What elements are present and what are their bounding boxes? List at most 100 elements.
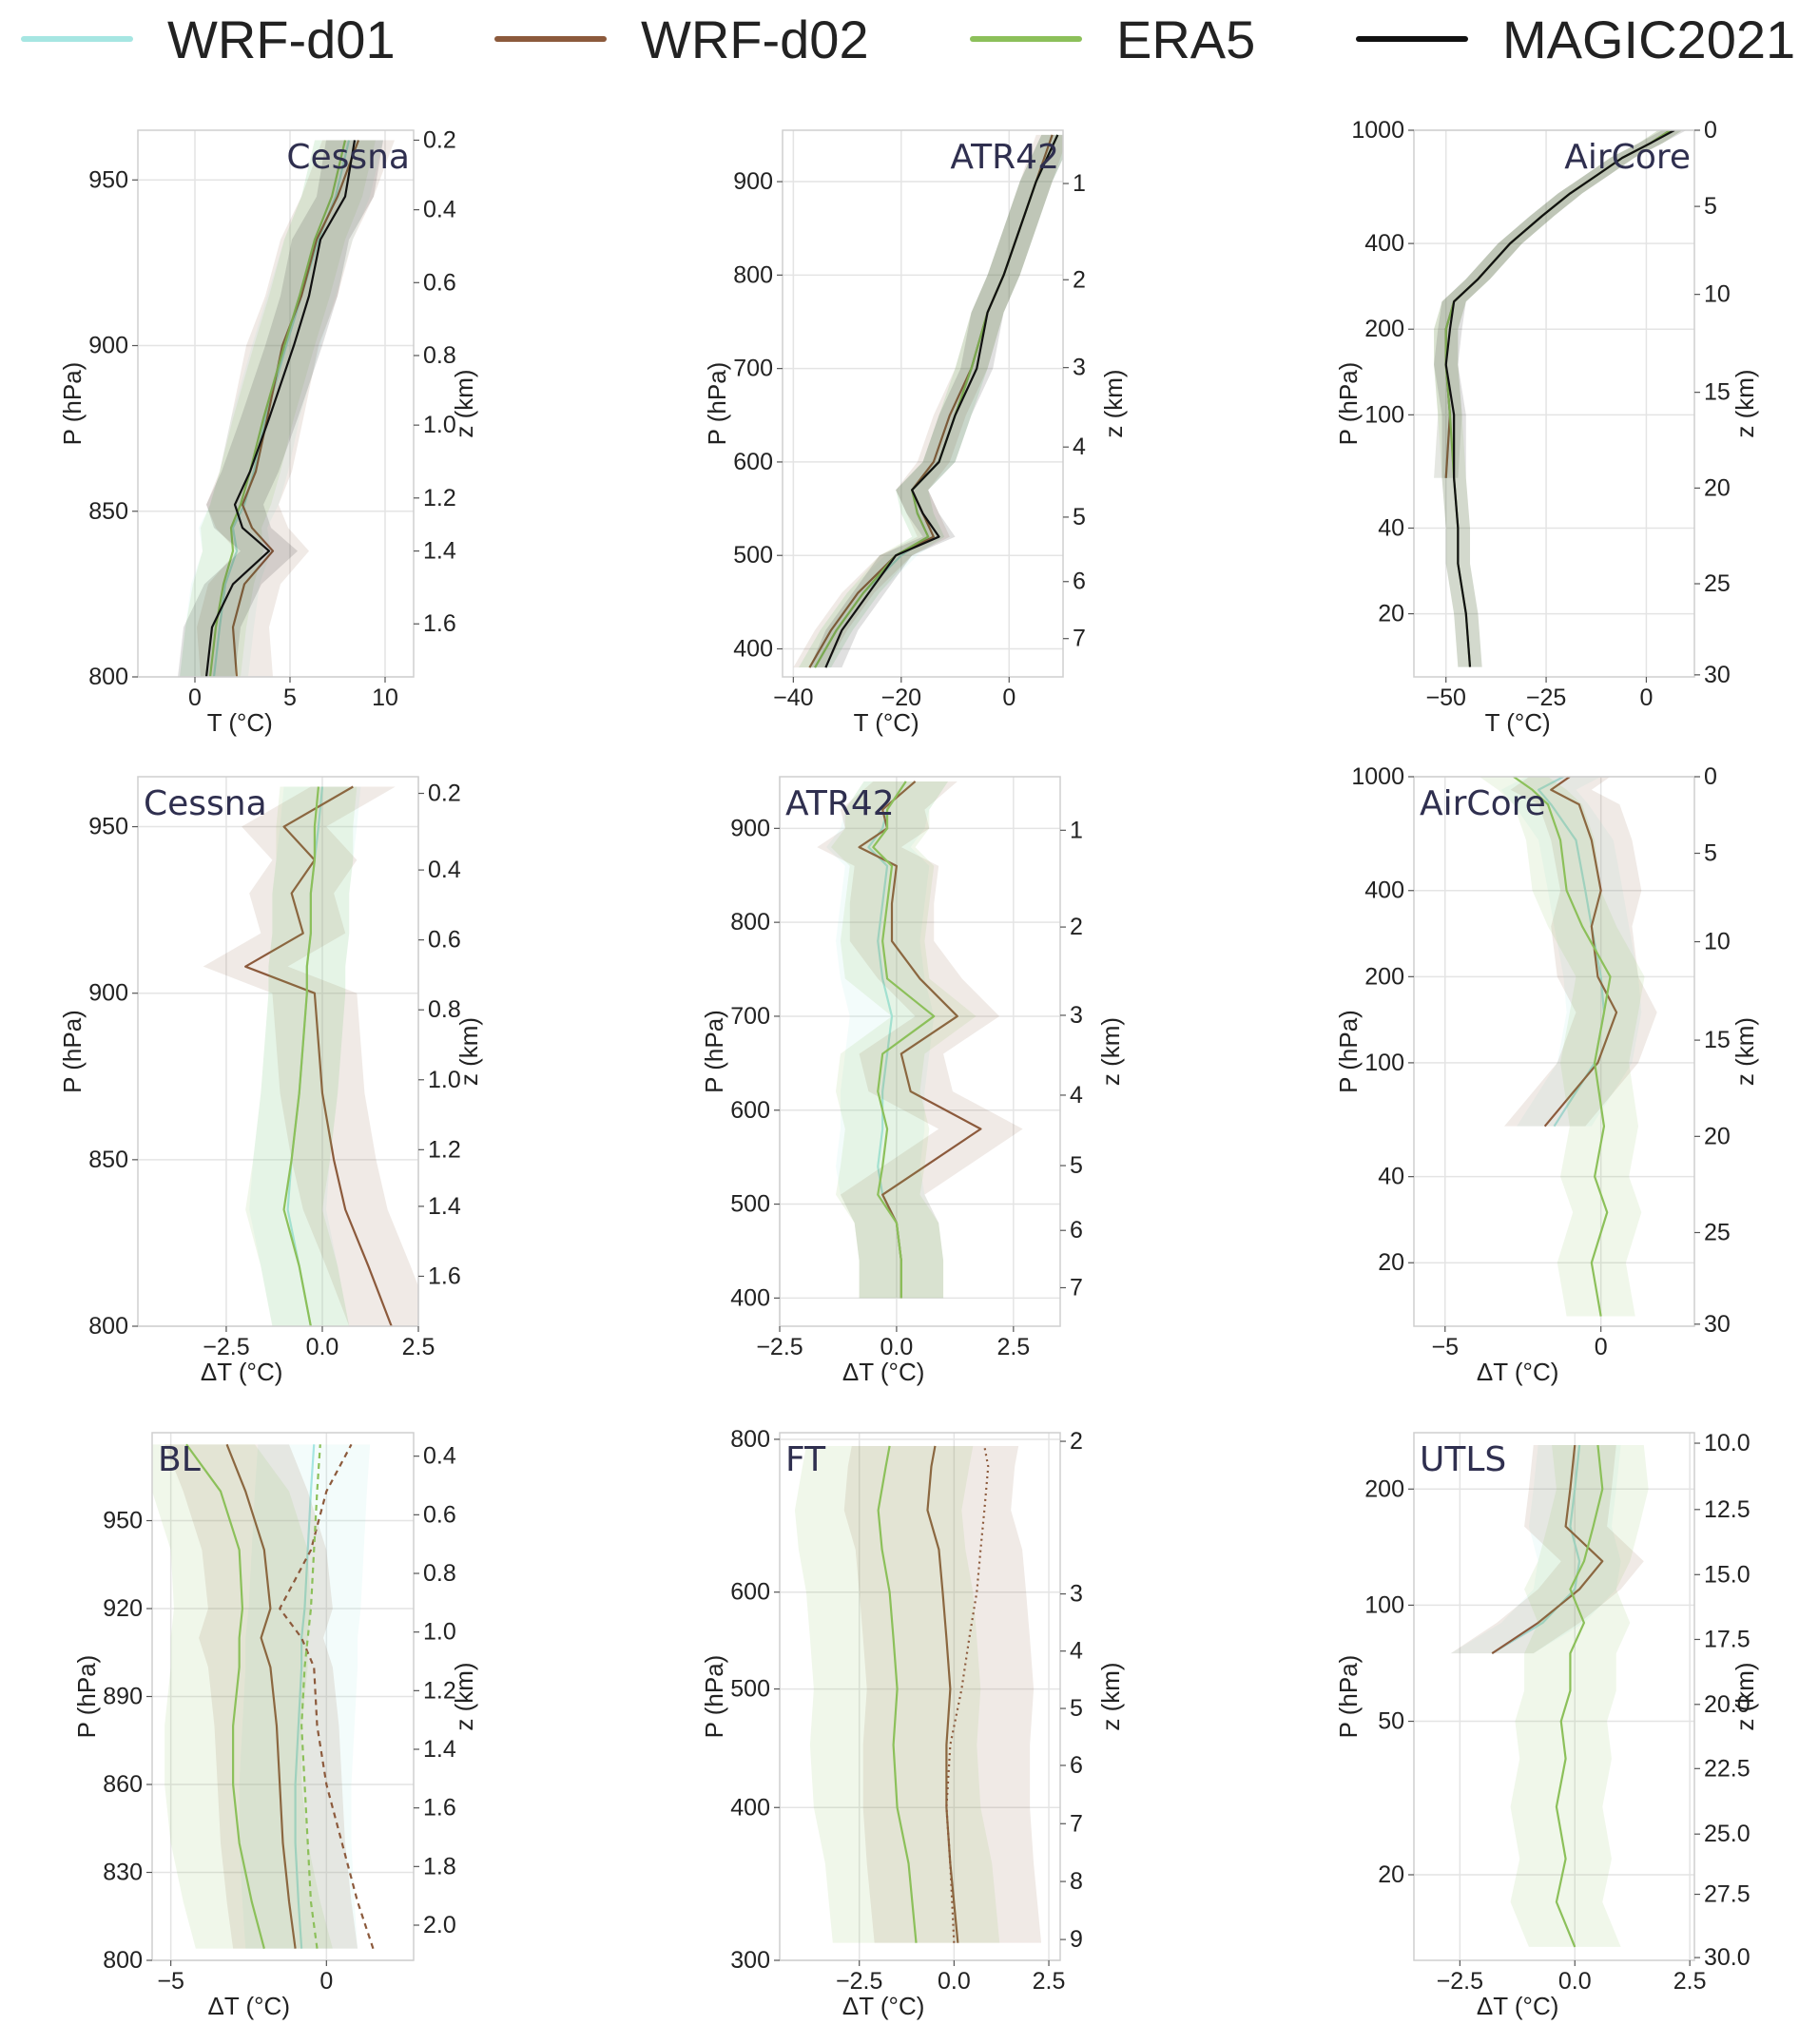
y2-tick-label: 1.6 <box>428 1263 461 1289</box>
x-tick-label: 2.5 <box>402 1334 435 1360</box>
y2-tick-label: 20.0 <box>1704 1691 1751 1718</box>
y-tick-label: 800 <box>730 1426 770 1453</box>
x-tick-label: −2.5 <box>1437 1968 1483 1995</box>
y2-tick-label: 1.6 <box>423 1795 456 1822</box>
y-tick-label: 20 <box>1378 1249 1404 1276</box>
chart-panel: 300 400 500 600 800 9 8 7 6 5 4 3 2 −2.5 0.0 2.5 ΔT (°C)… <box>700 1426 1125 2020</box>
plot-frame <box>137 776 419 1327</box>
series-band <box>152 1444 333 1949</box>
legend-label: MAGIC2021 <box>1502 9 1796 69</box>
y-tick-label: 200 <box>1364 1475 1404 1502</box>
y2-tick-label: 30 <box>1704 1311 1731 1338</box>
x-tick-label: −20 <box>881 685 921 711</box>
y-tick-label: 900 <box>730 815 770 841</box>
series-group <box>152 1443 375 1950</box>
y2-tick-label: 5 <box>1070 1695 1083 1722</box>
x-tick-label: −5 <box>1432 1334 1460 1360</box>
x-tick-label: −50 <box>1426 685 1466 711</box>
legend-item-magic2021: MAGIC2021 <box>1356 6 1795 72</box>
y-tick-label: 400 <box>730 1284 770 1311</box>
y2-tick-label: 0.4 <box>423 1443 456 1470</box>
x-tick-label: 0 <box>188 685 202 711</box>
y-tick-label: 890 <box>103 1684 143 1710</box>
y2-axis-label: z (km) <box>455 1017 483 1086</box>
series-band <box>793 134 1063 668</box>
series-band <box>197 140 395 677</box>
series-group <box>793 134 1063 668</box>
y-tick-label: 100 <box>1364 401 1404 428</box>
series-group <box>1434 130 1687 667</box>
y-tick-label: 800 <box>88 1313 128 1340</box>
x-tick-label: −2.5 <box>756 1334 803 1360</box>
y2-tick-label: 0.8 <box>423 1560 456 1587</box>
y2-tick-label: 1.0 <box>423 1619 456 1646</box>
legend-item-era5: ERA5 <box>970 6 1255 72</box>
y2-tick-label: 20 <box>1704 1123 1731 1149</box>
y2-axis-label: z (km) <box>450 1662 478 1730</box>
y2-tick-label: 0.6 <box>428 927 461 954</box>
y-tick-label: 800 <box>103 1947 143 1974</box>
legend-swatch <box>970 36 1082 42</box>
y2-tick-label: 5 <box>1704 840 1717 867</box>
x-tick-label: 0.0 <box>938 1968 971 1995</box>
series-band <box>1510 1445 1649 1947</box>
y-tick-label: 900 <box>88 333 128 359</box>
series-group <box>1450 1444 1649 1948</box>
series-line <box>282 786 320 1326</box>
y2-tick-label: 12.5 <box>1704 1496 1751 1523</box>
chart-panel: 20 40 100 200 400 1000 30 25 20 15 10 5 0 −5 0 ΔT (°C) P… <box>1334 763 1759 1386</box>
chart-panel: 400 500 600 700 800 900 7 6 5 4 3 2 1 −2.5 0.0 2.5 ΔT (°… <box>700 776 1125 1386</box>
y2-tick-label: 0.4 <box>428 857 461 883</box>
y-tick-label: 950 <box>88 166 128 193</box>
series-band <box>1450 1445 1621 1654</box>
series-group <box>817 781 1023 1299</box>
y2-tick-label: 4 <box>1070 1638 1083 1665</box>
series-line <box>1491 1444 1581 1655</box>
y-tick-label: 400 <box>1364 877 1404 904</box>
legend-label: WRF-d02 <box>641 9 869 69</box>
x-tick-label: 10 <box>372 685 398 711</box>
series-line <box>1444 130 1675 667</box>
series-band <box>180 140 376 677</box>
y2-tick-label: 10 <box>1704 929 1731 955</box>
y-tick-label: 20 <box>1378 1861 1404 1888</box>
y2-tick-label: 4 <box>1073 434 1086 460</box>
y-tick-label: 950 <box>103 1508 143 1534</box>
y-tick-label: 900 <box>733 168 773 195</box>
y2-axis-label: z (km) <box>1096 1017 1125 1086</box>
y-axis-label: P (hPa) <box>1334 362 1363 446</box>
y2-tick-label: 2 <box>1070 1428 1083 1455</box>
y2-tick-label: 17.5 <box>1704 1626 1751 1652</box>
y-tick-label: 300 <box>730 1947 770 1974</box>
y2-tick-label: 2.0 <box>423 1912 456 1938</box>
panel-title: FT <box>785 1440 826 1479</box>
series-line <box>824 134 1059 668</box>
y-tick-label: 800 <box>733 261 773 288</box>
x-axis-label: ΔT (°C) <box>842 1358 925 1386</box>
y2-tick-label: 0.6 <box>423 1501 456 1528</box>
series-line <box>231 140 360 677</box>
series-band <box>180 140 383 677</box>
y2-tick-label: 30 <box>1704 662 1731 688</box>
series-band <box>799 134 1063 668</box>
x-axis-label: T (°C) <box>854 708 919 737</box>
x-tick-label: 0 <box>319 1968 333 1995</box>
y2-tick-label: 0.8 <box>428 996 461 1023</box>
series-line <box>877 1445 918 1943</box>
chart-panel: 400 500 600 700 800 900 7 6 5 4 3 2 1 −40 −20 0 T (°C) P … <box>703 129 1128 737</box>
y2-axis-label: z (km) <box>1096 1662 1125 1730</box>
y2-tick-label: 30.0 <box>1704 1944 1751 1971</box>
panel-title: UTLS <box>1420 1440 1506 1479</box>
y-tick-label: 200 <box>1364 316 1404 342</box>
y-axis-label: P (hPa) <box>700 1010 728 1093</box>
y2-tick-label: 0.2 <box>428 781 461 807</box>
y2-tick-label: 0.2 <box>423 126 456 153</box>
panel-title: Cessna <box>286 138 410 177</box>
legend-swatch <box>1356 36 1468 42</box>
x-tick-label: 0 <box>1595 1334 1608 1360</box>
plot-frame <box>1413 129 1695 678</box>
y-tick-label: 800 <box>88 664 128 690</box>
legend-label: ERA5 <box>1116 9 1256 69</box>
y-axis-label: P (hPa) <box>58 1010 87 1093</box>
